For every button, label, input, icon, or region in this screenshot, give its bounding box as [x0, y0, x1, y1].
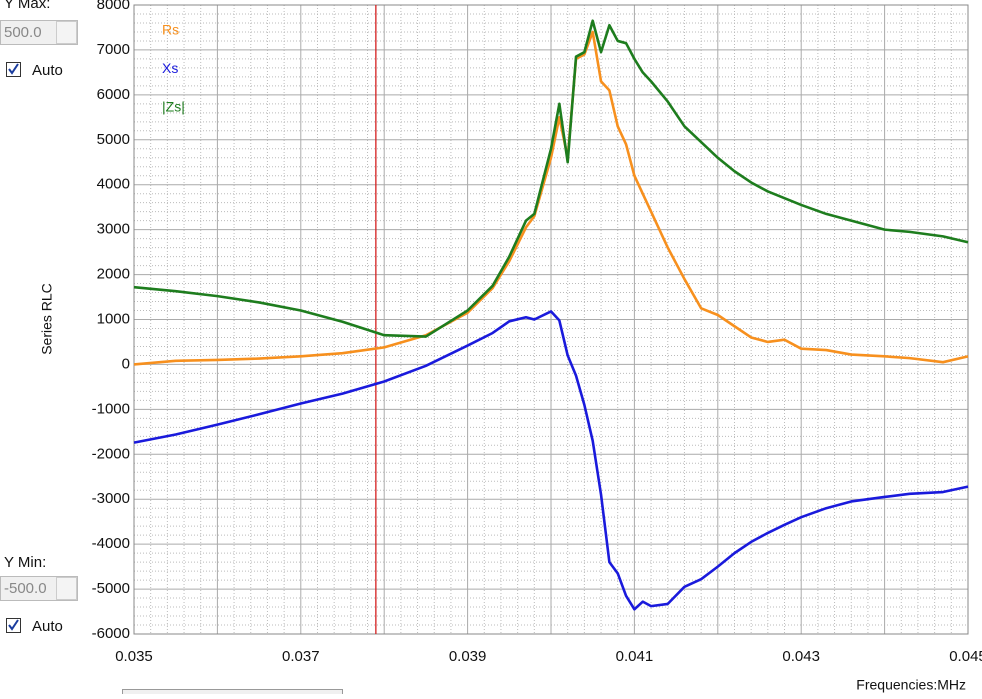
y-tick-label: 7000	[97, 41, 130, 58]
y-tick-label: 2000	[97, 266, 130, 283]
y-tick-label: -3000	[92, 490, 130, 507]
series-line	[133, 19, 969, 338]
y-tick-label: 6000	[97, 86, 130, 103]
check-mark	[8, 619, 19, 631]
legend-entry: Rs	[162, 22, 179, 38]
x-tick-label: 0.039	[449, 648, 487, 665]
y-tick-label: -6000	[92, 625, 130, 642]
check-mark	[8, 63, 19, 75]
button[interactable]	[122, 689, 343, 699]
y-tick-label: 5000	[97, 131, 130, 148]
x-tick-label: 0.045	[949, 648, 982, 665]
y-axis-title: Series RLC	[39, 283, 55, 355]
series-line	[133, 310, 969, 611]
y-min-auto-label: Auto	[32, 618, 63, 635]
series-line	[133, 30, 969, 366]
y-max-value: 500.0	[4, 24, 42, 41]
y-tick-label: -4000	[92, 535, 130, 552]
y-tick-label: -5000	[92, 580, 130, 597]
y-tick-label: 3000	[97, 221, 130, 238]
x-tick-label: 0.035	[115, 648, 153, 665]
y-max-label: Y Max:	[4, 0, 50, 12]
legend-entry: Xs	[162, 60, 178, 76]
y-tick-label: 1000	[97, 310, 130, 327]
y-tick-label: 8000	[97, 0, 130, 13]
x-axis-title: Frequencies:MHz	[856, 677, 966, 693]
y-tick-label: -1000	[92, 400, 130, 417]
y-tick-label: 0	[122, 355, 130, 372]
y-tick-label: 4000	[97, 176, 130, 193]
x-tick-label: 0.037	[282, 648, 320, 665]
plot: -6000 -5000 -4000 -3000 -2000 -1000 0 1000 2000 3…	[92, 0, 982, 665]
y-min-label: Y Min:	[4, 554, 46, 571]
y-max-spinner[interactable]	[56, 21, 77, 44]
y-min-value: -500.0	[4, 580, 47, 597]
x-tick-label: 0.043	[782, 648, 820, 665]
x-tick-label: 0.041	[616, 648, 654, 665]
legend-entry: |Zs|	[162, 99, 185, 115]
y-min-spinner[interactable]	[56, 577, 77, 600]
y-max-auto-label: Auto	[32, 62, 63, 79]
y-tick-label: -2000	[92, 445, 130, 462]
plot-border	[133, 4, 969, 635]
